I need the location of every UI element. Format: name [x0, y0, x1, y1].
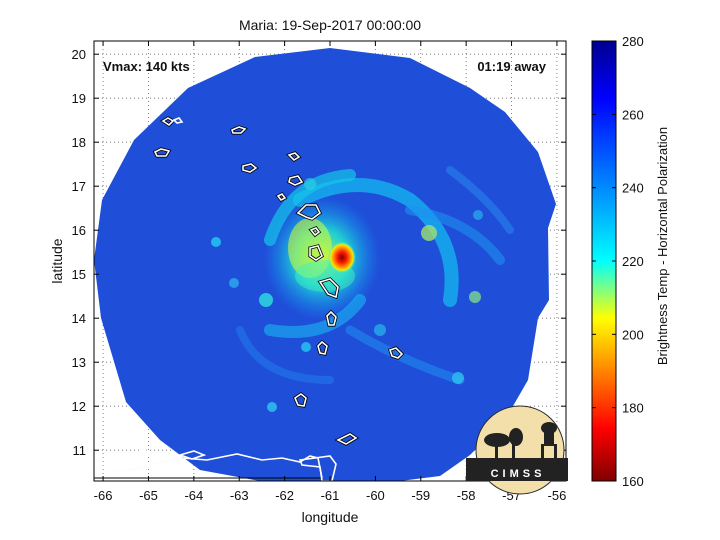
- colorbar-tick-label: 200: [622, 327, 644, 342]
- colorbar-title: Brightness Temp - Horizontal Polarizatio…: [655, 127, 670, 365]
- x-tick-label: -62: [275, 488, 294, 503]
- convective-spots: [211, 178, 483, 412]
- y-axis-title: latitude: [49, 238, 65, 283]
- x-tick-label: -66: [94, 488, 113, 503]
- y-tick-label: 13: [72, 355, 86, 370]
- x-tick-label: -60: [366, 488, 385, 503]
- x-tick-label: -59: [411, 488, 430, 503]
- coastlines: [94, 116, 405, 481]
- y-tick-label: 14: [72, 311, 86, 326]
- y-tick-label: 20: [72, 47, 86, 62]
- cimss-logo: CIMSS: [466, 405, 568, 495]
- x-tick-label: -63: [230, 488, 249, 503]
- y-axis-ticks: 11 12 13 14 15 16 17 18 19 20: [72, 47, 566, 458]
- y-tick-label: 15: [72, 267, 86, 282]
- colorbar-tick-label: 240: [622, 181, 644, 196]
- colorbar-tick-label: 180: [622, 401, 644, 416]
- x-tick-label: -65: [139, 488, 158, 503]
- x-tick-label: -58: [457, 488, 476, 503]
- x-axis-title: longitude: [302, 509, 359, 525]
- vmax-label: Vmax: 140 kts: [103, 59, 190, 74]
- y-tick-label: 18: [72, 135, 86, 150]
- colorbar: 160 180 200 220 240 260 280 Brightness Temp - …: [591, 34, 670, 489]
- colorbar-tick-label: 220: [622, 254, 644, 269]
- y-tick-label: 17: [72, 179, 86, 194]
- cimss-logo-text: CIMSS: [491, 468, 546, 480]
- x-tick-label: -61: [321, 488, 340, 503]
- y-tick-label: 11: [73, 443, 87, 458]
- colorbar-tick-label: 160: [622, 474, 644, 489]
- y-tick-label: 16: [72, 223, 86, 238]
- storm-eye: [328, 241, 356, 274]
- x-tick-label: -56: [548, 488, 567, 503]
- colorbar-tick-label: 280: [622, 34, 644, 49]
- time-label: 01:19 away: [477, 59, 546, 74]
- y-tick-label: 19: [72, 91, 86, 106]
- colorbar-tick-label: 260: [622, 107, 644, 122]
- chart-title: Maria: 19-Sep-2017 00:00:00: [239, 17, 421, 33]
- x-tick-label: -64: [184, 488, 203, 503]
- y-tick-label: 12: [72, 399, 86, 414]
- colorbar-ticks: 160 180 200 220 240 260 280: [592, 34, 644, 489]
- rain-bands: [236, 166, 514, 385]
